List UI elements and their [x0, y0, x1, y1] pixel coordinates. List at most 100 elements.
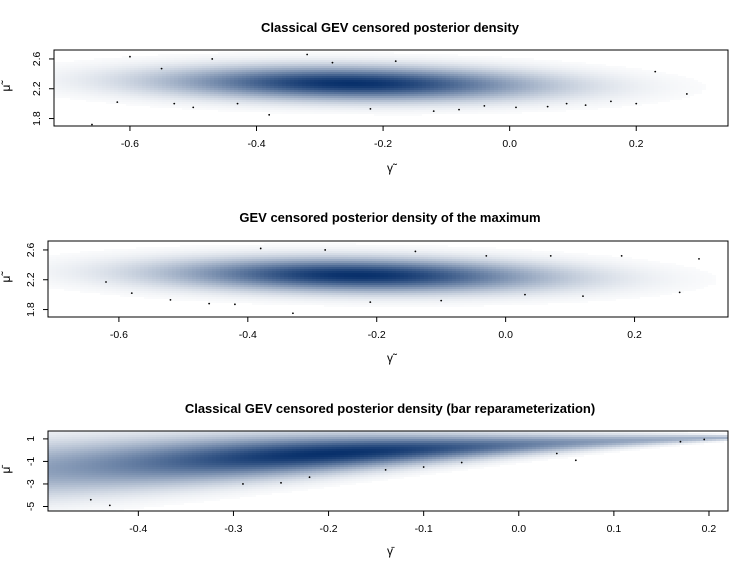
density-cell [442, 68, 446, 70]
density-cell [434, 64, 438, 66]
density-cell [618, 102, 622, 104]
density-cell [490, 82, 494, 84]
density-cell [486, 88, 490, 90]
density-cell [94, 66, 98, 68]
density-cell [274, 110, 278, 112]
density-cell [520, 249, 524, 251]
density-cell [274, 88, 278, 90]
density-cell [554, 106, 558, 108]
density-cell [678, 92, 682, 94]
density-cell [170, 74, 174, 76]
density-cell [506, 66, 510, 68]
density-cell [438, 54, 442, 56]
density-cell [270, 82, 274, 84]
density-cell [422, 64, 426, 66]
density-cell [62, 66, 66, 68]
density-cell [82, 66, 86, 68]
density-cell [358, 56, 362, 58]
density-cell [594, 82, 598, 84]
density-cell [170, 60, 174, 62]
density-cell [294, 56, 298, 58]
density-cell [126, 100, 130, 102]
density-cell [114, 60, 118, 62]
density-cell [296, 253, 300, 255]
density-cell [74, 64, 78, 66]
density-cell [578, 76, 582, 78]
density-cell [438, 82, 442, 84]
density-cell [74, 82, 78, 84]
density-cell [458, 100, 462, 102]
density-cell [502, 102, 506, 104]
density-cell [182, 106, 186, 108]
density-cell [294, 104, 298, 106]
density-cell [118, 80, 122, 82]
density-cell [614, 80, 618, 82]
density-cell [378, 66, 382, 68]
density-cell [222, 84, 226, 86]
density-cell [386, 106, 390, 108]
density-cell [174, 72, 178, 74]
density-cell [126, 94, 130, 96]
density-cell [322, 66, 326, 68]
density-cell [428, 249, 432, 251]
density-cell [498, 60, 502, 62]
density-cell [478, 80, 482, 82]
density-cell [142, 94, 146, 96]
density-cell [322, 72, 326, 74]
density-cell [514, 110, 518, 112]
density-cell [374, 66, 378, 68]
density-cell [606, 96, 610, 98]
density-cell [654, 80, 658, 82]
density-cell [316, 247, 320, 249]
density-cell [238, 84, 242, 86]
density-cell [150, 60, 154, 62]
density-cell [600, 255, 604, 257]
density-cell [142, 88, 146, 90]
density-cell [414, 114, 418, 116]
density-cell [274, 58, 278, 60]
density-cell [248, 255, 252, 257]
density-cell [74, 78, 78, 80]
density-cell [526, 100, 530, 102]
density-cell [258, 52, 262, 54]
density-cell [142, 86, 146, 88]
density-cell [270, 106, 274, 108]
density-cell [190, 58, 194, 60]
density-cell [618, 90, 622, 92]
density-cell [222, 82, 226, 84]
density-cell [424, 245, 428, 247]
density-cell [500, 255, 504, 257]
density-cell [334, 92, 338, 94]
density-cell [410, 84, 414, 86]
density-cell [282, 88, 286, 90]
density-cell [554, 94, 558, 96]
density-cell [162, 68, 166, 70]
density-cell [138, 86, 142, 88]
density-cell [234, 102, 238, 104]
density-cell [562, 108, 566, 110]
density-cell [310, 96, 314, 98]
density-cell [508, 249, 512, 251]
density-cell [678, 76, 682, 78]
density-cell [702, 84, 706, 86]
density-cell [310, 86, 314, 88]
density-cell [222, 72, 226, 74]
density-cell [174, 56, 178, 58]
density-cell [262, 76, 266, 78]
density-cell [260, 251, 264, 253]
density-cell [574, 70, 578, 72]
density-cell [104, 251, 108, 253]
density-cell [622, 88, 626, 90]
density-cell [462, 66, 466, 68]
density-cell [566, 94, 570, 96]
density-cell [362, 108, 366, 110]
y-axis: 1.82.22.6 [31, 51, 54, 126]
density-cell [98, 94, 102, 96]
density-cell [614, 74, 618, 76]
density-cell [434, 100, 438, 102]
density-cell [378, 58, 382, 60]
density-cell [498, 74, 502, 76]
density-cell [582, 100, 586, 102]
density-cell [430, 68, 434, 70]
density-cell [378, 94, 382, 96]
